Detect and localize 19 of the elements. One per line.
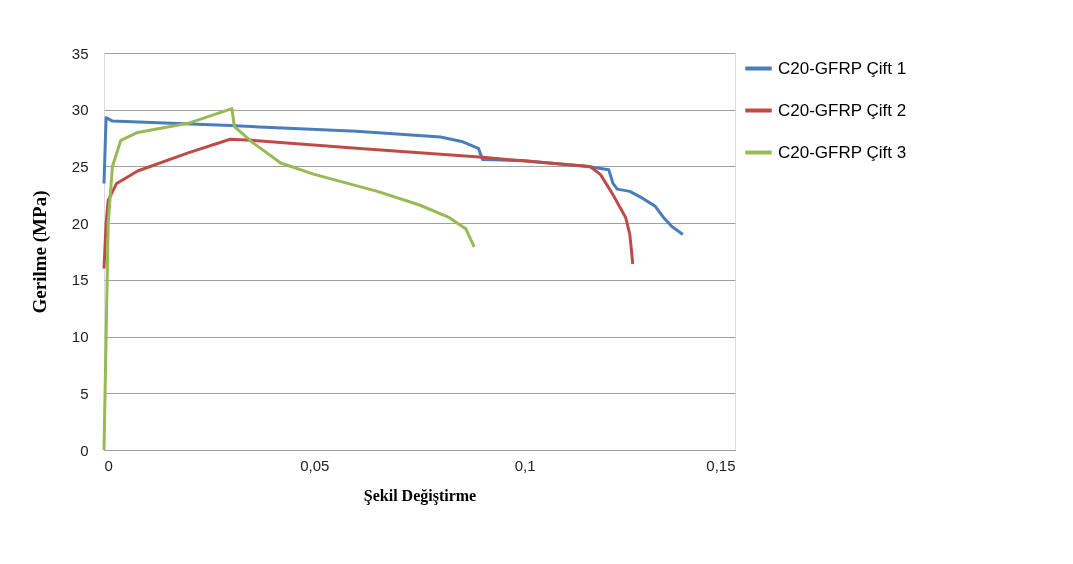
legend-label: C20-GFRP Çift 2 [778, 100, 907, 120]
line-series [102, 137, 635, 271]
y-tick-label: 5 [80, 384, 89, 402]
x-tick-label: 0,1 [514, 456, 536, 474]
y-axis-title: Gerilme (MPa) [28, 190, 51, 314]
y-tick-label: 30 [71, 101, 89, 119]
legend-label: C20-GFRP Çift 3 [778, 142, 907, 162]
legend-label: C20-GFRP Çift 1 [778, 58, 907, 78]
y-tick-label: 15 [71, 271, 89, 289]
y-tick-label: 25 [71, 157, 89, 175]
y-tick-label: 10 [71, 328, 89, 346]
y-tick-label: 35 [71, 44, 89, 62]
x-axis-title: Şekil Değiştirme [363, 486, 477, 505]
x-tick-label: 0,15 [706, 456, 736, 474]
x-tick-label: 0,05 [300, 456, 330, 474]
line-series [102, 107, 476, 452]
x-tick-label: 0 [104, 456, 113, 474]
y-tick-label: 20 [71, 214, 89, 232]
y-tick-label: 0 [80, 441, 89, 459]
